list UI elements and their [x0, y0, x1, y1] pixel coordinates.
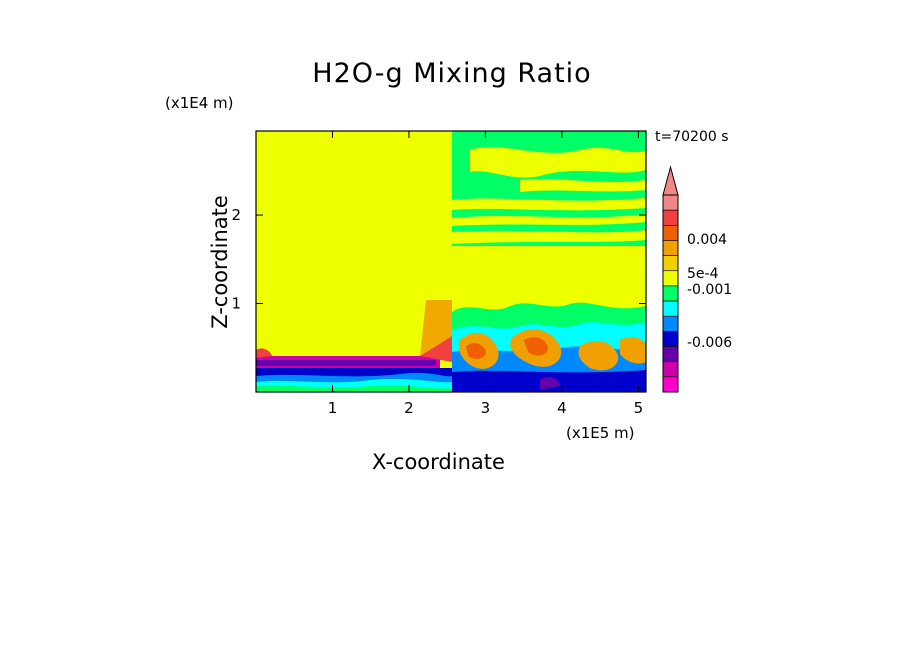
colorbar-swatch: [662, 300, 679, 317]
x-tick-label: 2: [404, 399, 414, 417]
colorbar-swatch: [662, 346, 679, 362]
x-axis-ticks: 1 2 3 4 5: [328, 131, 643, 417]
colorbar-swatch: [662, 285, 679, 302]
colorbar-swatch: [662, 270, 679, 287]
colorbar-arrow: [662, 165, 679, 196]
colorbar: [662, 165, 679, 393]
colorbar-swatch: [662, 225, 679, 241]
z-scale-label: (x1E4 m): [165, 94, 234, 112]
colorbar-swatch: [662, 240, 679, 256]
colorbar-label: -0.006: [687, 335, 732, 351]
x-tick-label: 1: [328, 399, 338, 417]
colorbar-swatch: [662, 194, 679, 211]
colorbar-swatch: [662, 361, 679, 378]
x-scale-label: (x1E5 m): [566, 424, 635, 442]
x-tick-label: 3: [481, 399, 491, 417]
x-tick-label: 4: [557, 399, 567, 417]
z-tick-label: 1: [231, 295, 241, 313]
colorbar-swatch: [662, 209, 679, 226]
plot-frame: [255, 130, 647, 393]
colorbar-label: 0.004: [687, 232, 727, 248]
z-axis-ticks: 12: [231, 206, 646, 313]
colorbar-frame: [662, 194, 679, 393]
x-axis-label: X-coordinate: [372, 450, 505, 474]
time-label: t=70200 s: [655, 129, 729, 145]
colorbar-swatch: [662, 331, 679, 347]
colorbar-swatch: [662, 376, 679, 393]
z-tick-label: 2: [231, 206, 241, 224]
colorbar-swatch: [662, 255, 679, 272]
colorbar-swatch: [662, 315, 679, 332]
colorbar-label: 5e-4: [687, 266, 719, 282]
x-tick-label: 5: [634, 399, 644, 417]
chart-title: H2O-g Mixing Ratio: [312, 58, 592, 89]
colorbar-label: -0.001: [687, 282, 732, 298]
heatmap-field: [256, 131, 646, 392]
colorbar-labels: 0.004 5e-4-0.001 -0.006: [687, 232, 732, 351]
